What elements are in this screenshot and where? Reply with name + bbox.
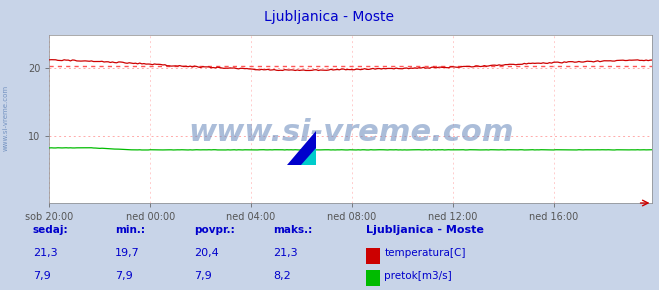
Text: 7,9: 7,9 [33, 271, 51, 281]
Text: pretok[m3/s]: pretok[m3/s] [384, 271, 452, 281]
Text: povpr.:: povpr.: [194, 225, 235, 235]
Text: Ljubljanica - Moste: Ljubljanica - Moste [366, 225, 484, 235]
Text: www.si-vreme.com: www.si-vreme.com [2, 84, 9, 151]
Text: 20,4: 20,4 [194, 248, 219, 258]
Text: 8,2: 8,2 [273, 271, 291, 281]
Text: sedaj:: sedaj: [33, 225, 69, 235]
Text: 21,3: 21,3 [33, 248, 57, 258]
Polygon shape [287, 130, 316, 165]
Text: min.:: min.: [115, 225, 146, 235]
Text: Ljubljanica - Moste: Ljubljanica - Moste [264, 10, 395, 24]
Text: 7,9: 7,9 [115, 271, 133, 281]
Text: 21,3: 21,3 [273, 248, 298, 258]
Text: 19,7: 19,7 [115, 248, 140, 258]
Polygon shape [302, 148, 316, 165]
Text: www.si-vreme.com: www.si-vreme.com [188, 118, 514, 147]
Text: maks.:: maks.: [273, 225, 313, 235]
Text: temperatura[C]: temperatura[C] [384, 248, 466, 258]
Text: 7,9: 7,9 [194, 271, 212, 281]
